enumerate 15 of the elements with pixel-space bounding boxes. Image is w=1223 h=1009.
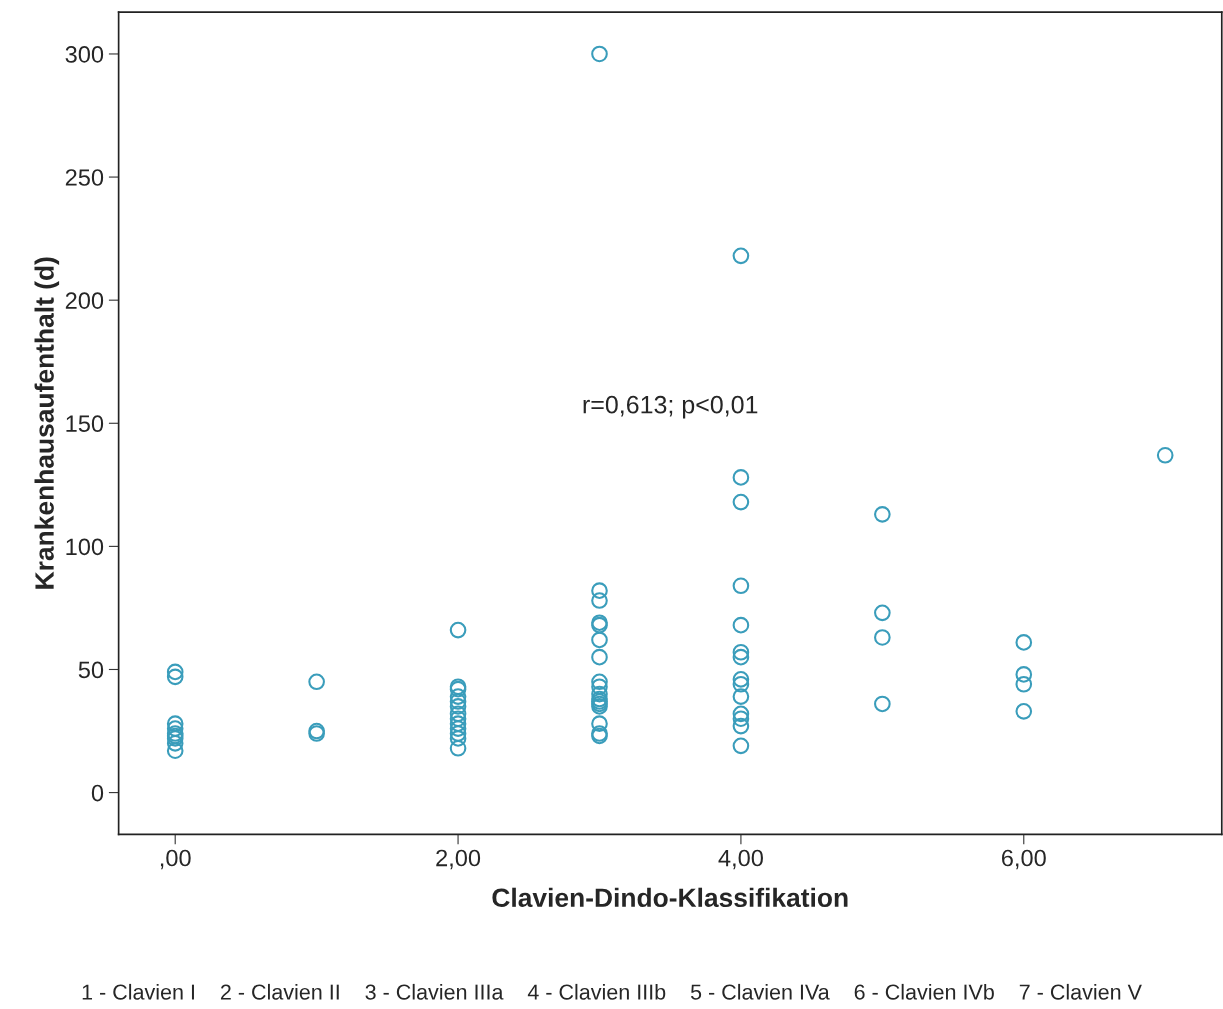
annotation: r=0,613; p<0,01 <box>583 395 758 419</box>
x-tick-label: 2,00 <box>436 849 481 870</box>
text: 1 - Clavien I 2 - Clavien II 3 - Clavien IIIa 4 - Clavien IIIb 5 - Clavien IVa 6 - Clavien IVb 7 - Clavien V <box>82 983 1142 1000</box>
y-tick-label: 0 <box>91 784 104 802</box>
x-tick-label: ,00 <box>160 849 191 870</box>
y-tick-label: 50 <box>78 661 104 679</box>
y-tick-label: 200 <box>65 292 104 309</box>
x-axis-title: Clavien-Dindo-Klassifikation <box>492 887 848 908</box>
y-tick-label: 300 <box>65 46 104 63</box>
y-tick-label: 150 <box>66 415 104 433</box>
x-tick-label: 6,00 <box>1002 849 1046 870</box>
y-axis-title: Krankenhausaufenthalt (d) <box>34 257 60 589</box>
x-tick-label: 4,00 <box>718 849 763 870</box>
y-tick-label: 100 <box>66 538 104 556</box>
y-tick-label: 250 <box>65 169 104 186</box>
